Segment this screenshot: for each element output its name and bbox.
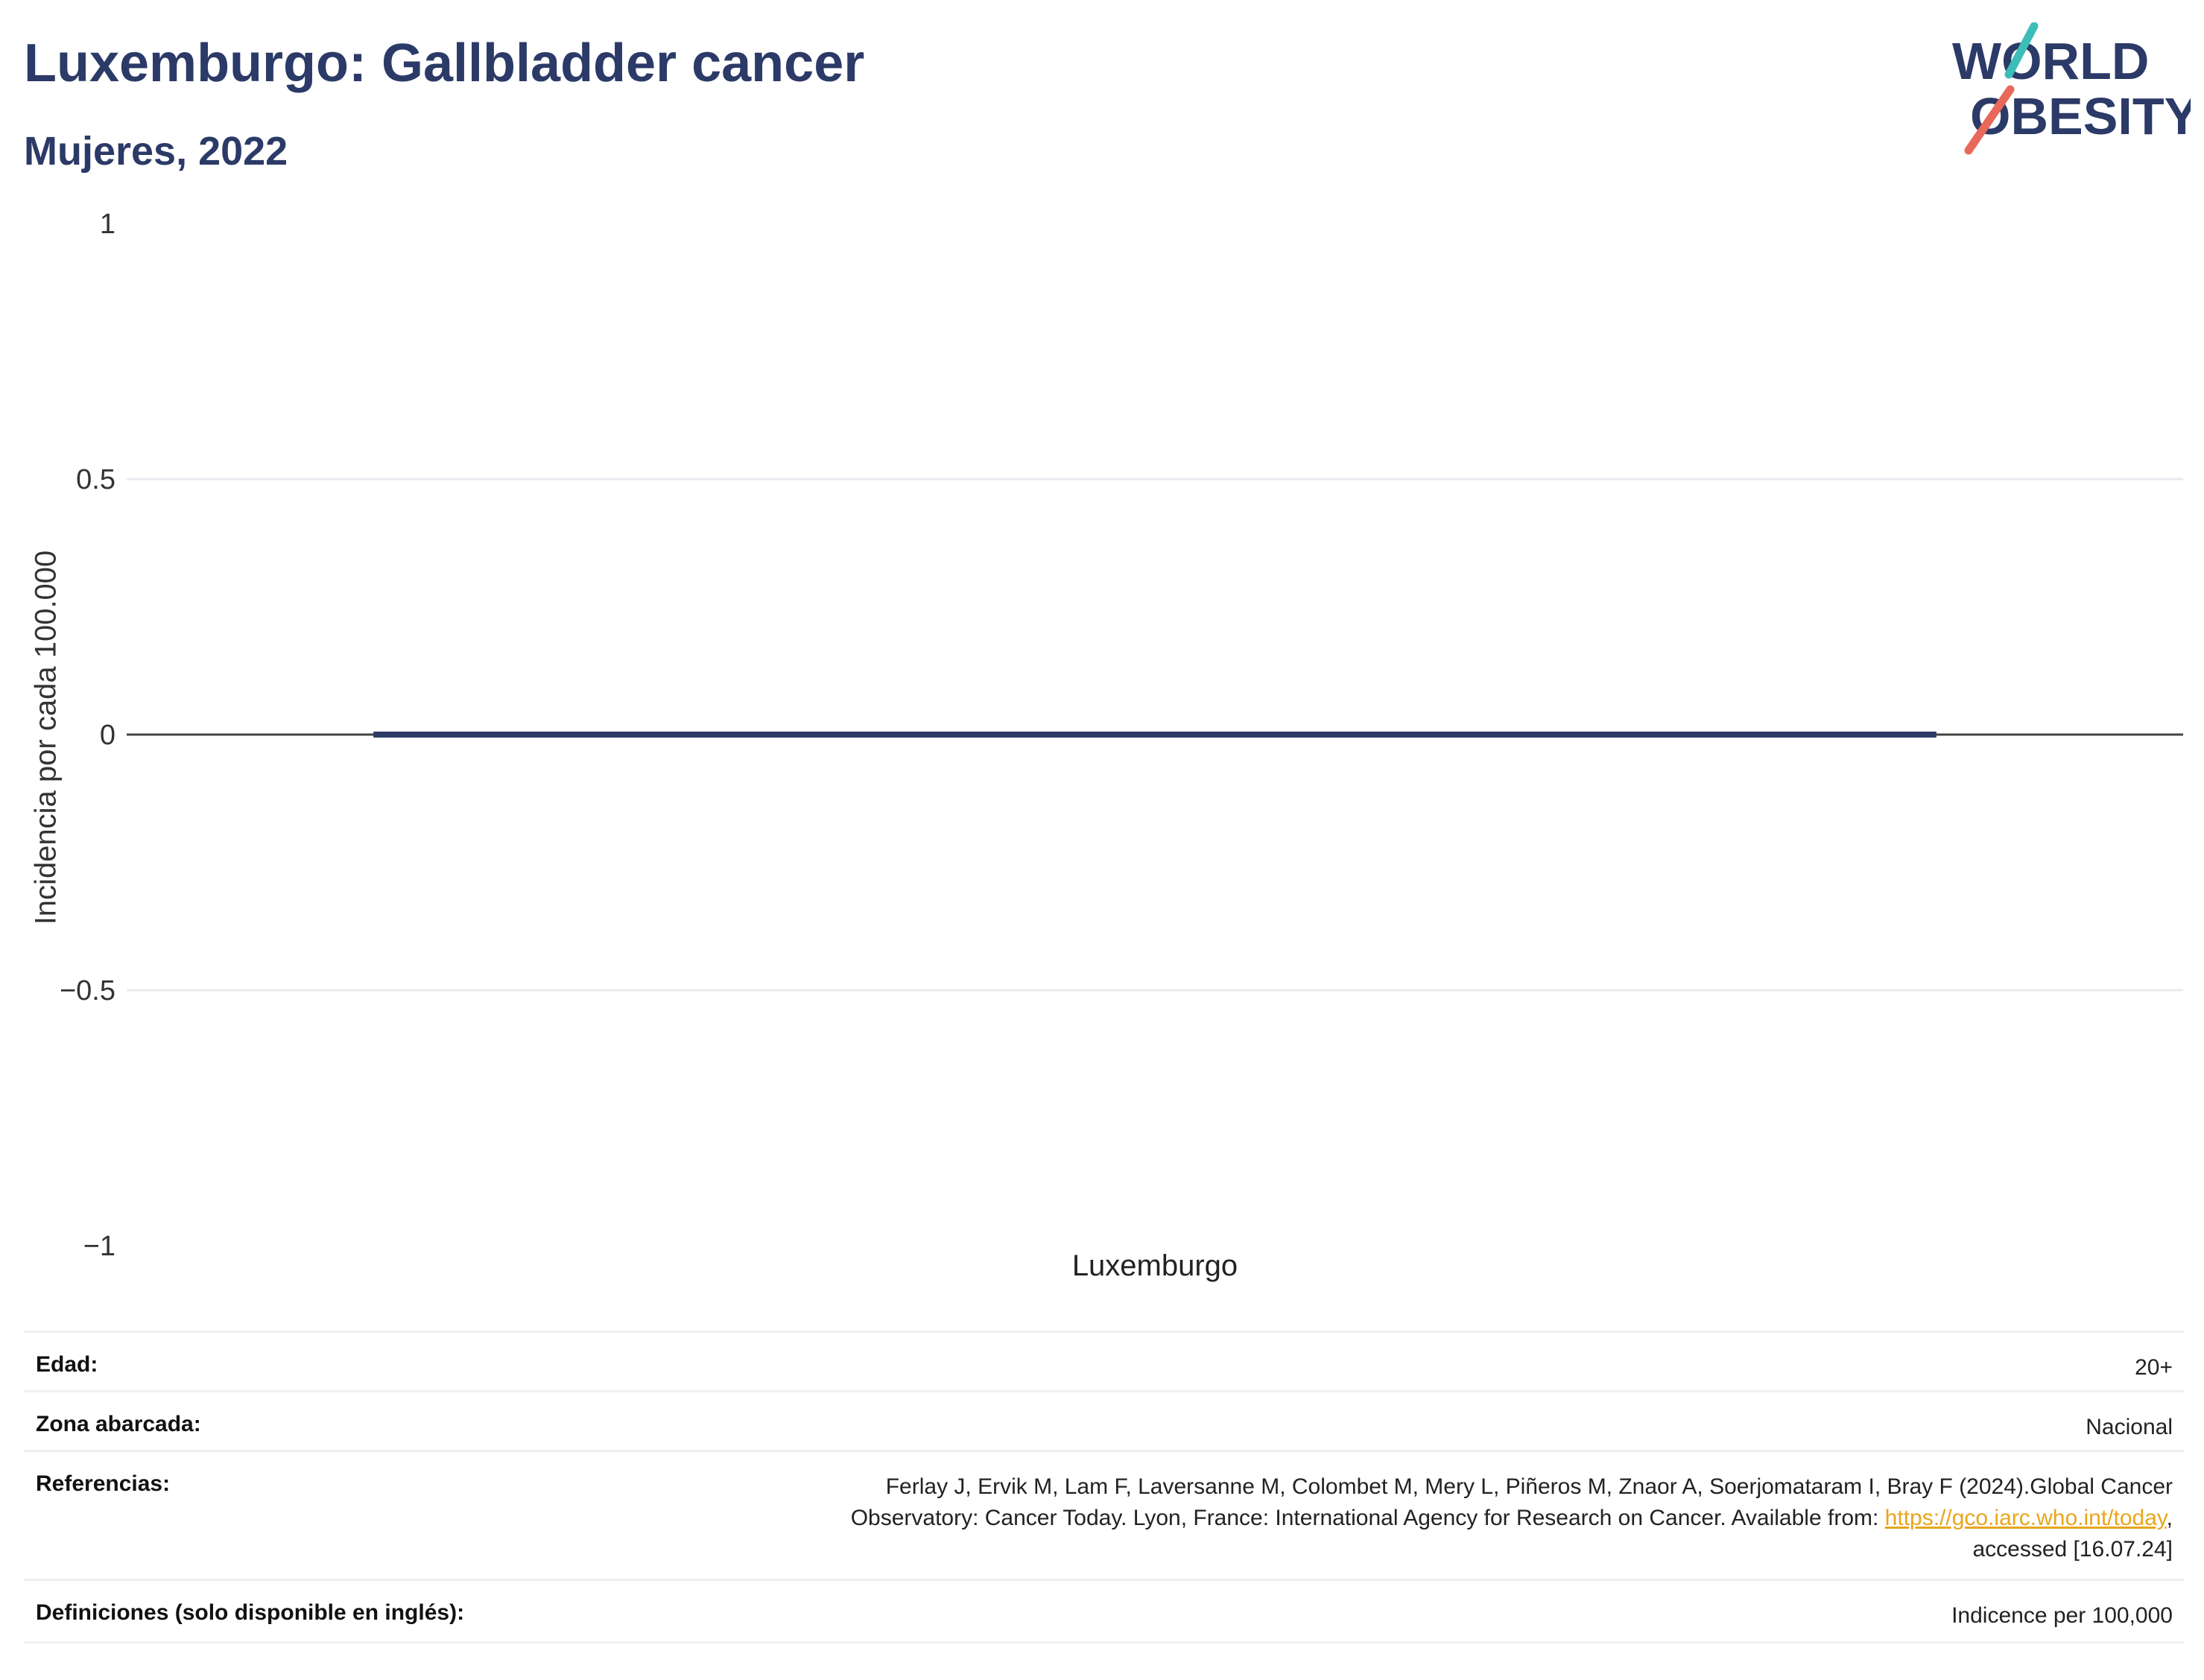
info-key: Definiciones (solo disponible en inglés)… bbox=[24, 1579, 568, 1643]
y-axis-label: Incidencia por cada 100.000 bbox=[29, 550, 63, 925]
y-tick-label: −0.5 bbox=[60, 975, 115, 1007]
logo-line1: WORLD bbox=[1952, 32, 2149, 90]
info-key: Edad: bbox=[24, 1331, 568, 1392]
y-tick-labels: 1 0.5 0 −0.5 −1 bbox=[60, 209, 115, 1262]
reference-link[interactable]: https://gco.iarc.who.int/today bbox=[1884, 1506, 2167, 1530]
logo-coral-slash bbox=[1964, 85, 2015, 155]
bars bbox=[373, 732, 1937, 738]
y-tick-label: 0.5 bbox=[76, 464, 115, 495]
reference-line1: Ferlay J, Ervik M, Lam F, Laversanne M, … bbox=[885, 1474, 2173, 1499]
x-tick-labels: Luxemburgo bbox=[1072, 1249, 1238, 1282]
y-tick-label: 1 bbox=[100, 209, 115, 240]
chart-title: Luxemburgo: Gallbladder cancer bbox=[24, 34, 865, 93]
info-row-references: Referencias: Ferlay J, Ervik M, Lam F, L… bbox=[24, 1450, 2185, 1580]
bar-chart: 1 0.5 0 −0.5 −1 Luxemburgo bbox=[60, 209, 2183, 1282]
x-tick-label: Luxemburgo bbox=[1072, 1249, 1238, 1282]
logo-teal-slash bbox=[2004, 22, 2039, 79]
info-value-references: Ferlay J, Ervik M, Lam F, Laversanne M, … bbox=[567, 1450, 2185, 1580]
reference-line3: accessed [16.07.24] bbox=[1972, 1537, 2173, 1562]
info-key: Zona abarcada: bbox=[24, 1390, 568, 1451]
info-row-age: Edad: 20+ bbox=[24, 1331, 2185, 1392]
info-row-definitions: Definiciones (solo disponible en inglés)… bbox=[24, 1579, 2185, 1643]
bar-luxemburgo bbox=[373, 732, 1937, 738]
info-value: Indicence per 100,000 bbox=[567, 1579, 2185, 1643]
info-key: Referencias: bbox=[24, 1450, 568, 1580]
reference-line2-end: , bbox=[2166, 1506, 2173, 1530]
info-row-area: Zona abarcada: Nacional bbox=[24, 1390, 2185, 1451]
reference-line2: Observatory: Cancer Today. Lyon, France:… bbox=[850, 1506, 1885, 1530]
info-value: 20+ bbox=[567, 1331, 2185, 1392]
info-table: Edad: 20+ Zona abarcada: Nacional Refere… bbox=[24, 1331, 2185, 1643]
y-tick-label: −1 bbox=[83, 1231, 115, 1262]
info-value: Nacional bbox=[567, 1390, 2185, 1451]
y-tick-label: 0 bbox=[100, 720, 115, 751]
chart-subtitle: Mujeres, 2022 bbox=[24, 129, 288, 174]
world-obesity-logo: WORLD OBESITY bbox=[1952, 22, 2191, 155]
